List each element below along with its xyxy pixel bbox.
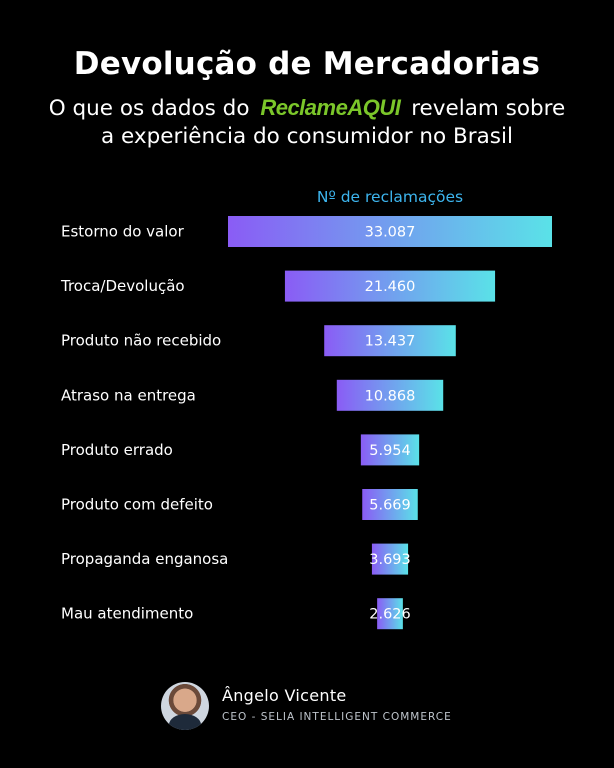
category-label: Propaganda enganosa bbox=[61, 550, 228, 568]
reclame-aqui-logo: ReclameAQUI bbox=[260, 95, 401, 120]
value-label: 33.087 bbox=[365, 225, 416, 241]
bar bbox=[324, 325, 456, 357]
bar bbox=[362, 489, 418, 520]
bar bbox=[228, 216, 552, 247]
author-role: CEO - SELIA INTELLIGENT COMMERCE bbox=[222, 711, 452, 723]
bar bbox=[336, 379, 444, 411]
category-label: Produto com defeito bbox=[61, 496, 213, 514]
subtitle-line-1: O que os dados do ReclameAQUI revelam so… bbox=[0, 94, 614, 123]
category-label: Mau atendimento bbox=[61, 605, 193, 623]
bar bbox=[284, 270, 496, 302]
category-label: Atraso na entrega bbox=[61, 386, 196, 404]
category-label: Estorno do valor bbox=[61, 223, 185, 241]
series-name-label: Nº de reclamações bbox=[316, 188, 464, 206]
subtitle-pre-text: O que os dados do bbox=[48, 96, 250, 121]
bar bbox=[360, 434, 420, 466]
brand-part-a: Reclame bbox=[260, 95, 348, 120]
category-label: Produto errado bbox=[61, 441, 173, 459]
subtitle-post-text: revelam sobre bbox=[411, 96, 566, 121]
chart-title: Devolução de Mercadorias bbox=[73, 46, 541, 82]
avatar bbox=[161, 682, 209, 730]
brand-part-b: AQUI bbox=[347, 95, 401, 120]
value-label: 3.693 bbox=[369, 552, 411, 568]
author-name: Ângelo Vicente bbox=[222, 686, 347, 705]
chart-subtitle: O que os dados do ReclameAQUI revelam so… bbox=[0, 94, 614, 151]
value-label: 5.669 bbox=[369, 498, 411, 514]
value-label: 5.954 bbox=[369, 443, 411, 459]
value-label: 2.626 bbox=[369, 607, 411, 623]
value-label: 13.437 bbox=[365, 334, 416, 350]
category-label: Produto não recebido bbox=[61, 332, 221, 350]
author-block: Ângelo Vicente CEO - SELIA INTELLIGENT C… bbox=[161, 682, 481, 730]
value-label: 21.460 bbox=[365, 279, 416, 295]
subtitle-line-2: a experiência do consumidor no Brasil bbox=[101, 124, 513, 149]
category-label: Troca/Devolução bbox=[60, 277, 185, 295]
bar bbox=[371, 543, 409, 575]
bars-group: Estorno do valor 33.087 Troca/Devolução 21.… bbox=[60, 216, 552, 630]
bar bbox=[377, 598, 403, 630]
value-label: 10.868 bbox=[365, 388, 416, 404]
